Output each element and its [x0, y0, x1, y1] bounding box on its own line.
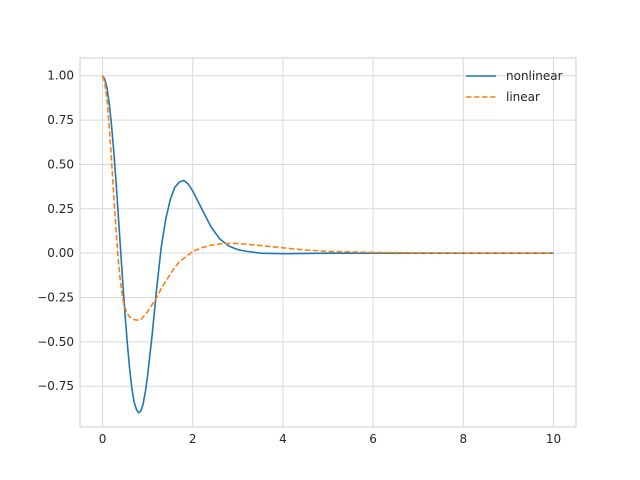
y-tick-label: 0.00: [47, 246, 74, 260]
y-tick-label: −0.50: [37, 335, 74, 349]
y-tick-label: 0.50: [47, 157, 74, 171]
legend-label-nonlinear: nonlinear: [506, 69, 563, 83]
x-tick-label: 8: [459, 432, 467, 446]
legend-label-linear: linear: [506, 90, 540, 104]
y-tick-label: 0.75: [47, 113, 74, 127]
y-tick-label: −0.75: [37, 379, 74, 393]
x-tick-label: 10: [546, 432, 561, 446]
x-tick-label: 2: [189, 432, 197, 446]
axes-frame: [79, 57, 577, 428]
series-line-nonlinear: [101, 75, 554, 414]
x-tick-label: 4: [279, 432, 287, 446]
x-tick-label: 6: [369, 432, 377, 446]
x-tick-label: 0: [99, 432, 107, 446]
y-axis-ticks: 1.00 0.75 0.50 0.25 0.00 −0.25 −0.50 −0.75: [37, 69, 74, 393]
plot-area: [79, 57, 577, 428]
legend: nonlinear linear: [466, 69, 563, 104]
axes-background: [80, 58, 576, 427]
y-tick-label: 1.00: [47, 69, 74, 83]
series-layer: [101, 75, 554, 414]
y-tick-label: 0.25: [47, 202, 74, 216]
y-tick-label: −0.25: [37, 290, 74, 304]
series-line-linear: [101, 75, 554, 321]
x-axis-ticks: 0 2 4 6 8 10: [99, 432, 561, 446]
